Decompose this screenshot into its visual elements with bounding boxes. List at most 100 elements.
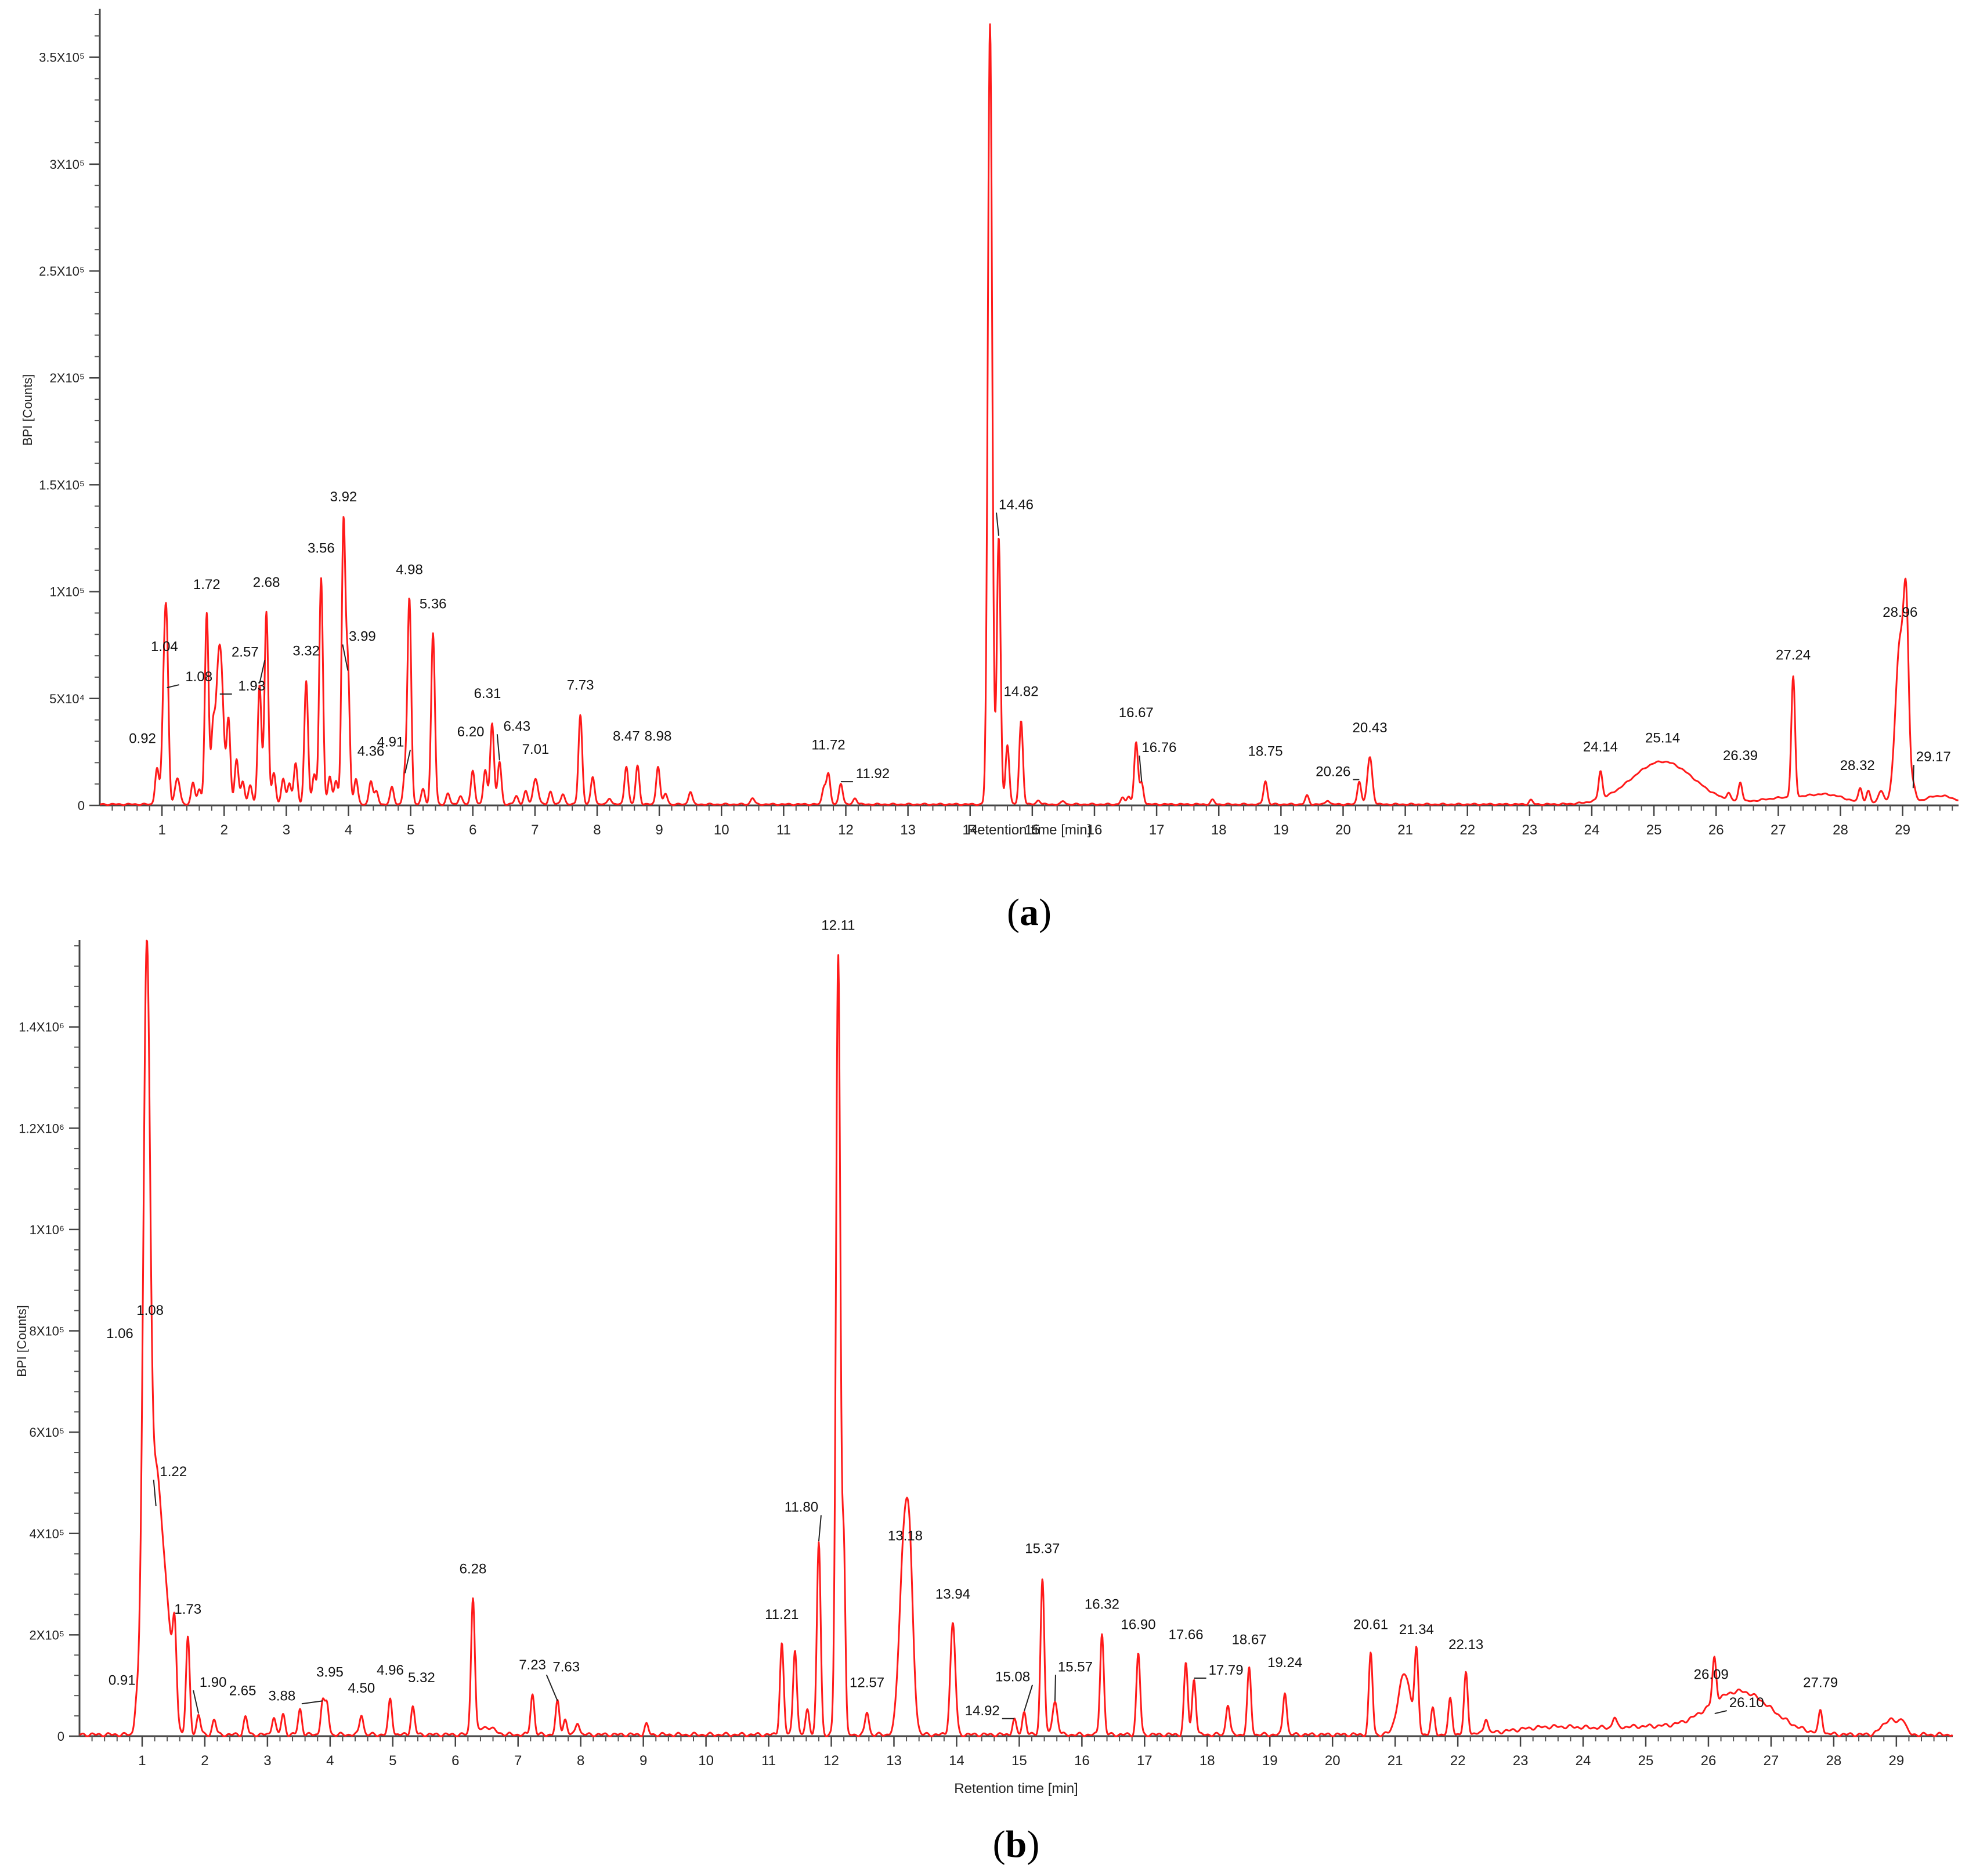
- peak-label: 28.32: [1840, 758, 1875, 773]
- y-tick-label: 6X10⁵: [30, 1425, 65, 1440]
- peak-label: 3.99: [349, 629, 376, 645]
- peak-label: 28.96: [1883, 605, 1917, 620]
- y-tick-label: 2X10⁵: [30, 1628, 65, 1642]
- y-tick-label: 5X10⁴: [49, 692, 85, 706]
- peak-label: 4.98: [396, 562, 423, 577]
- peak-label: 6.43: [503, 718, 530, 734]
- peak-label: 1.93: [238, 678, 265, 694]
- peak-label: 12.11: [821, 917, 855, 933]
- x-axis-title: Retention time [min]: [954, 1781, 1078, 1797]
- peak-label: 3.32: [292, 643, 320, 659]
- peak-label-leader: [545, 1674, 558, 1701]
- peak-label: 13.94: [935, 1586, 970, 1602]
- x-tick-label: 20: [1325, 1753, 1341, 1769]
- y-tick-label: 1X10⁵: [50, 585, 85, 599]
- peak-label: 26.09: [1694, 1667, 1729, 1682]
- y-tick-label: 1.2X10⁶: [19, 1121, 64, 1136]
- peak-label: 8.47: [613, 729, 640, 744]
- peak-label-leader: [301, 1700, 323, 1705]
- x-tick-label: 28: [1833, 822, 1848, 838]
- x-tick-label: 2: [221, 822, 228, 838]
- peak-label: 16.90: [1121, 1617, 1155, 1632]
- y-tick-label: 3.5X10⁵: [39, 50, 85, 65]
- panel-letter: a: [1020, 891, 1039, 934]
- x-tick-label: 5: [389, 1753, 396, 1769]
- x-tick-label: 3: [263, 1753, 271, 1769]
- peak-label-leader: [1054, 1675, 1056, 1701]
- x-tick-label: 25: [1638, 1753, 1654, 1769]
- peak-label: 14.46: [999, 497, 1034, 513]
- peak-label: 11.72: [811, 737, 845, 753]
- x-tick-label: 24: [1584, 822, 1600, 838]
- peak-label: 16.67: [1119, 705, 1154, 721]
- x-tick-label: 21: [1397, 822, 1413, 838]
- peak-label-leader: [818, 1515, 822, 1542]
- x-tick-label: 5: [407, 822, 414, 838]
- peak-label-leader: [259, 660, 266, 684]
- peak-label: 2.65: [229, 1683, 256, 1698]
- peak-label-leader: [167, 684, 179, 689]
- peak-label: 18.67: [1232, 1632, 1267, 1648]
- x-tick-label: 1: [138, 1753, 146, 1769]
- peak-label-leader: [496, 734, 500, 761]
- x-tick-label: 1: [158, 822, 165, 838]
- peak-label: 14.82: [1004, 684, 1039, 699]
- panel-paren-close: ): [1039, 891, 1052, 934]
- peak-label: 1.06: [106, 1326, 133, 1342]
- peak-label: 20.26: [1316, 764, 1350, 779]
- x-tick-label: 8: [593, 822, 601, 838]
- x-axis-title: Retention time [min]: [967, 822, 1091, 838]
- peak-label: 6.20: [457, 724, 485, 740]
- bpi-trace-line: [79, 939, 1953, 1737]
- x-tick-label: 10: [698, 1753, 714, 1769]
- peak-label: 7.01: [522, 742, 550, 757]
- peak-label: 17.66: [1169, 1627, 1204, 1643]
- x-tick-label: 22: [1450, 1753, 1466, 1769]
- peak-label: 21.34: [1399, 1622, 1434, 1638]
- panel-paren-open: (: [993, 1823, 1006, 1866]
- x-tick-label: 6: [451, 1753, 459, 1769]
- x-tick-label: 29: [1888, 1753, 1904, 1769]
- peak-label-leader: [1912, 765, 1914, 789]
- peak-label: 11.21: [765, 1607, 799, 1622]
- peak-label: 14.92: [965, 1703, 1000, 1719]
- peak-label: 1.22: [160, 1464, 187, 1480]
- y-axis-title: BPI [Counts]: [20, 374, 35, 446]
- peak-label: 5.36: [420, 596, 447, 612]
- peak-label: 1.73: [174, 1602, 201, 1617]
- x-tick-label: 6: [469, 822, 476, 838]
- x-tick-label: 22: [1459, 822, 1475, 838]
- peak-label: 20.61: [1353, 1617, 1388, 1632]
- peak-label: 7.73: [567, 677, 594, 693]
- peak-label: 2.68: [253, 574, 280, 590]
- y-tick-label: 2X10⁵: [50, 371, 85, 385]
- peak-label-leader: [996, 512, 1000, 536]
- y-tick-label: 3X10⁵: [50, 157, 85, 172]
- x-tick-label: 13: [886, 1753, 902, 1769]
- x-tick-label: 10: [714, 822, 729, 838]
- panel-label: (b): [993, 1823, 1040, 1866]
- peak-label: 20.43: [1353, 720, 1388, 736]
- x-tick-label: 26: [1701, 1753, 1717, 1769]
- x-tick-label: 7: [531, 822, 539, 838]
- bpi-trace-line: [99, 23, 1959, 807]
- x-tick-label: 2: [201, 1753, 208, 1769]
- x-tick-label: 11: [776, 822, 791, 838]
- panel-paren-close: ): [1027, 1823, 1039, 1866]
- y-tick-label: 1.4X10⁶: [19, 1020, 64, 1035]
- peak-label: 3.92: [330, 489, 357, 505]
- peak-label: 29.17: [1916, 749, 1951, 765]
- x-tick-label: 23: [1522, 822, 1537, 838]
- x-tick-label: 27: [1771, 822, 1786, 838]
- peak-label: 19.24: [1267, 1655, 1302, 1671]
- x-tick-label: 13: [900, 822, 916, 838]
- peak-label: 11.92: [856, 766, 890, 782]
- peak-label: 27.79: [1803, 1675, 1838, 1691]
- x-tick-label: 11: [761, 1753, 776, 1769]
- x-tick-label: 24: [1576, 1753, 1591, 1769]
- peak-label: 4.50: [348, 1680, 375, 1696]
- x-tick-label: 18: [1211, 822, 1227, 838]
- x-tick-label: 25: [1646, 822, 1662, 838]
- peak-label: 15.57: [1058, 1659, 1093, 1675]
